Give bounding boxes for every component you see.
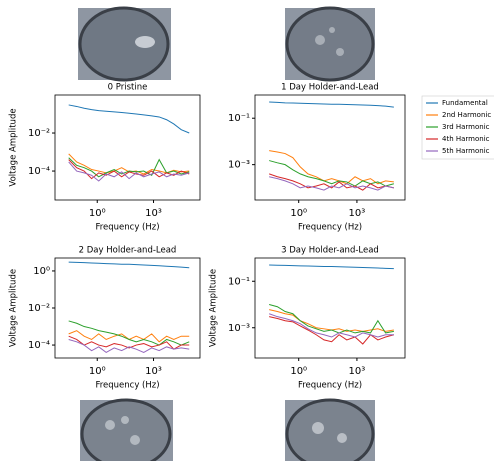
series-line xyxy=(269,316,394,345)
x-axis-label: Frequency (Hz) xyxy=(95,223,159,233)
plot-frame xyxy=(254,257,406,359)
series-line xyxy=(269,304,394,334)
y-tick-label: 10⁻¹ xyxy=(228,113,250,124)
series-line xyxy=(268,313,394,338)
series-line xyxy=(68,161,190,182)
x-tick-label: 10³ xyxy=(145,208,162,219)
y-axis-label: Voltage Amplitude xyxy=(209,269,219,347)
plot-frame xyxy=(54,257,201,359)
legend-label: 5th Harmonic xyxy=(442,147,490,155)
y-tick-label: 10⁻⁴ xyxy=(28,166,50,177)
series-line xyxy=(68,338,190,354)
y-tick-label: 10⁻³ xyxy=(228,323,250,334)
chart-title: 1 Day Holder-and-Lead xyxy=(281,83,379,93)
plot-frame xyxy=(54,94,201,201)
series-line xyxy=(268,173,394,191)
series-line xyxy=(68,330,190,343)
series-line xyxy=(68,104,190,134)
x-axis-label: Frequency (Hz) xyxy=(298,381,362,391)
series-line xyxy=(269,309,394,332)
series-line xyxy=(269,101,394,108)
series-line xyxy=(269,160,394,187)
y-tick-label: 10⁻⁴ xyxy=(28,340,50,351)
x-tick-label: 10³ xyxy=(349,366,366,377)
chart-title: 0 Pristine xyxy=(108,83,148,93)
series-line xyxy=(68,157,190,178)
chart-title: 2 Day Holder-and-Lead xyxy=(79,246,177,256)
y-axis-label: Voltage Amplitude xyxy=(9,269,19,347)
y-tick-label: 10⁻³ xyxy=(228,160,250,171)
legend-label: 2nd Harmonic xyxy=(442,111,491,119)
sample-photo xyxy=(285,6,375,82)
series-line xyxy=(68,159,190,180)
series-line xyxy=(68,335,190,350)
x-tick-label: 10⁰ xyxy=(89,366,106,377)
series-line xyxy=(68,261,190,269)
series-line xyxy=(269,264,394,270)
legend-label: 4th Harmonic xyxy=(442,135,490,143)
y-tick-label: 10⁻² xyxy=(28,128,50,139)
x-tick-label: 10⁰ xyxy=(290,366,307,377)
x-tick-label: 10⁰ xyxy=(290,208,307,219)
plot-frame xyxy=(254,94,406,201)
sample-photo xyxy=(80,398,173,461)
legend-label: 3rd Harmonic xyxy=(442,123,490,131)
y-axis-label: Voltage Amplitude xyxy=(9,108,19,186)
y-tick-label: 10⁻² xyxy=(28,303,50,314)
chart-title: 3 Day Holder-and-Lead xyxy=(281,246,379,256)
series-line xyxy=(269,176,394,191)
sample-photo xyxy=(78,6,171,82)
y-tick-label: 10⁻¹ xyxy=(228,276,250,287)
x-tick-label: 10³ xyxy=(349,208,366,219)
series-line xyxy=(269,150,394,185)
x-axis-label: Frequency (Hz) xyxy=(95,381,159,391)
x-tick-label: 10³ xyxy=(145,366,162,377)
legend-label: Fundamental xyxy=(442,99,488,107)
sample-photo xyxy=(285,398,375,461)
x-tick-label: 10⁰ xyxy=(89,208,106,219)
y-tick-label: 10⁰ xyxy=(33,266,50,277)
x-axis-label: Frequency (Hz) xyxy=(298,223,362,233)
series-line xyxy=(68,320,190,346)
